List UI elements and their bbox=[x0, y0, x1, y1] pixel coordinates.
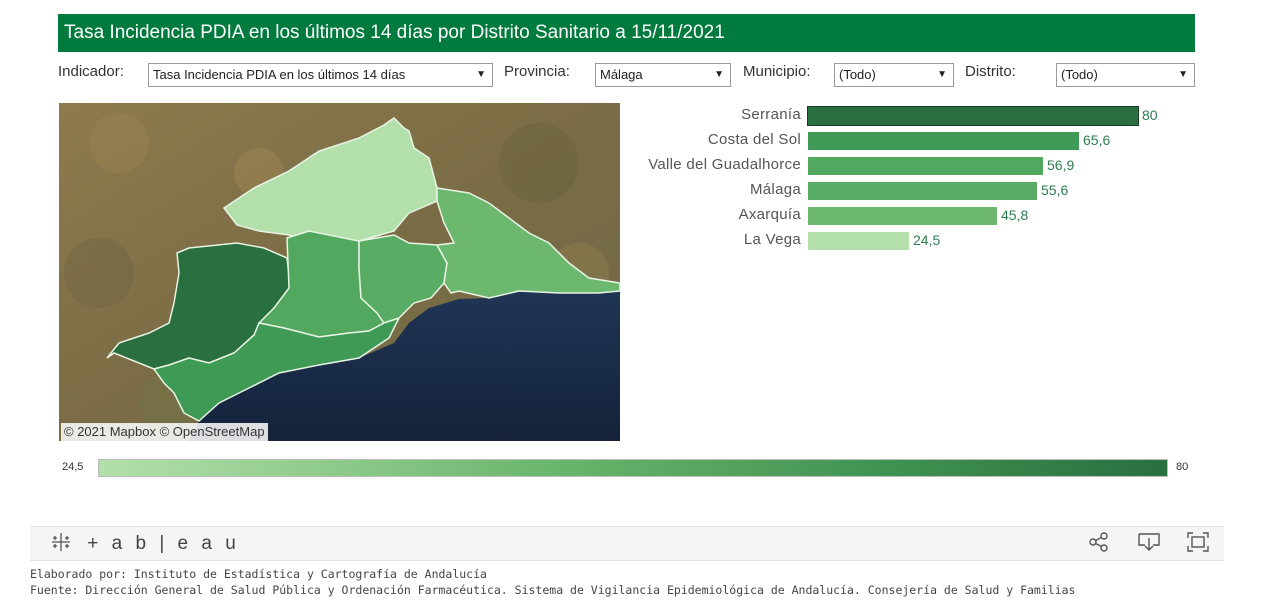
dropdown-arrow-icon: ▼ bbox=[714, 69, 724, 80]
provincia-value: Málaga bbox=[600, 67, 643, 82]
indicador-dropdown[interactable]: Tasa Incidencia PDIA en los últimos 14 d… bbox=[148, 63, 493, 87]
legend-min-label: 24,5 bbox=[62, 461, 84, 473]
bar[interactable] bbox=[808, 157, 1043, 175]
bar-label: La Vega bbox=[743, 231, 801, 248]
bar[interactable] bbox=[808, 207, 997, 225]
bar[interactable] bbox=[808, 232, 909, 250]
bar-label: Costa del Sol bbox=[707, 131, 801, 148]
fullscreen-icon[interactable] bbox=[1186, 531, 1210, 553]
tableau-logo-icon bbox=[52, 533, 70, 551]
credit-fuente: Fuente: Dirección General de Salud Públi… bbox=[30, 583, 1076, 597]
bar[interactable] bbox=[808, 182, 1037, 200]
credit-elaborado: Elaborado por: Instituto de Estadística … bbox=[30, 567, 487, 581]
district-map[interactable] bbox=[59, 103, 620, 441]
indicador-label: Indicador: bbox=[58, 63, 124, 80]
bar-value-label: 55,6 bbox=[1041, 182, 1069, 198]
bar-value-label: 80 bbox=[1142, 107, 1158, 123]
tableau-wordmark: + a b | e a u bbox=[87, 533, 240, 554]
district-costa-del-sol[interactable] bbox=[152, 316, 401, 422]
distrito-label: Distrito: bbox=[965, 63, 1016, 80]
bar-label: Serranía bbox=[741, 106, 801, 123]
color-legend-gradient bbox=[98, 459, 1168, 477]
distrito-value: (Todo) bbox=[1061, 67, 1098, 82]
indicador-value: Tasa Incidencia PDIA en los últimos 14 d… bbox=[153, 67, 406, 82]
dropdown-arrow-icon: ▼ bbox=[937, 69, 947, 80]
share-icon[interactable] bbox=[1087, 531, 1111, 553]
bar-value-label: 65,6 bbox=[1083, 132, 1111, 148]
municipio-dropdown[interactable]: (Todo) ▼ bbox=[834, 63, 954, 87]
dropdown-arrow-icon: ▼ bbox=[1178, 69, 1188, 80]
distrito-dropdown[interactable]: (Todo) ▼ bbox=[1056, 63, 1195, 87]
bar-label: Axarquía bbox=[738, 206, 801, 223]
municipio-value: (Todo) bbox=[839, 67, 876, 82]
bar-value-label: 45,8 bbox=[1001, 207, 1029, 223]
dropdown-arrow-icon: ▼ bbox=[476, 69, 486, 80]
municipio-label: Municipio: bbox=[743, 63, 811, 80]
tableau-logo[interactable]: + a b | e a u bbox=[50, 531, 240, 555]
bar-value-label: 24,5 bbox=[913, 232, 941, 248]
district-axarquia[interactable] bbox=[435, 187, 620, 299]
legend-max-label: 80 bbox=[1176, 461, 1189, 473]
sea-area bbox=[189, 291, 620, 441]
provincia-dropdown[interactable]: Málaga ▼ bbox=[595, 63, 731, 87]
district-malaga[interactable] bbox=[358, 234, 448, 324]
bar[interactable] bbox=[807, 106, 1139, 126]
tableau-toolbar bbox=[30, 526, 1224, 561]
provincia-label: Provincia: bbox=[504, 63, 570, 80]
bar-value-label: 56,9 bbox=[1047, 157, 1075, 173]
dashboard-title: Tasa Incidencia PDIA en los últimos 14 d… bbox=[58, 14, 1195, 52]
download-icon[interactable] bbox=[1137, 531, 1161, 553]
map-attribution[interactable]: © 2021 Mapbox © OpenStreetMap bbox=[61, 423, 268, 441]
bar-label: Valle del Guadalhorce bbox=[648, 156, 801, 173]
bar-label: Málaga bbox=[750, 181, 801, 198]
bar[interactable] bbox=[808, 132, 1079, 150]
